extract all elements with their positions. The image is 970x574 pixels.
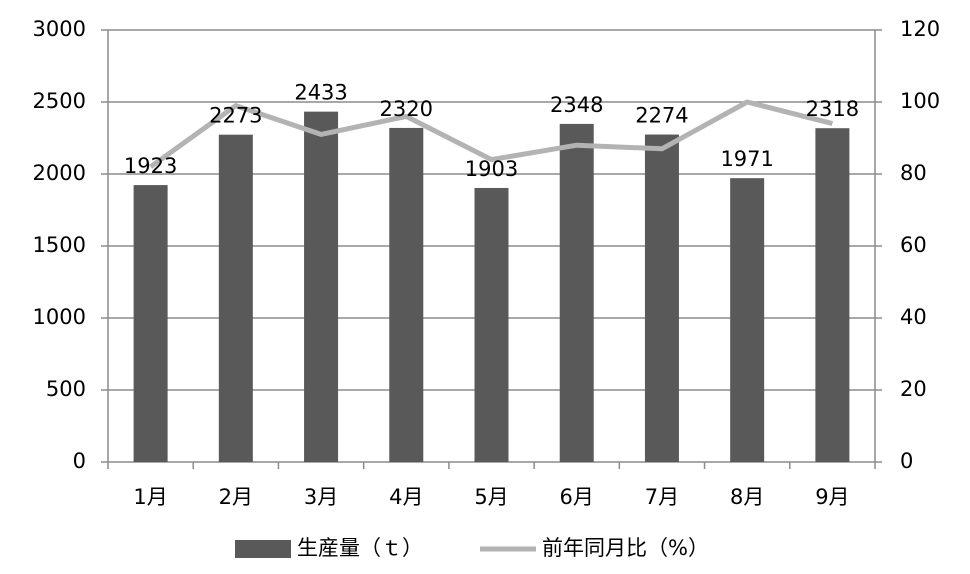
legend-label: 生産量（ｔ）: [297, 536, 423, 560]
line: [149, 99, 834, 169]
data-label: 2274: [635, 104, 688, 128]
x-tick-label: 6月: [560, 485, 594, 509]
x-tick-label: 2月: [219, 485, 253, 509]
x-tick-label: 1月: [133, 485, 167, 509]
bar: [474, 187, 509, 462]
data-label: 2318: [806, 97, 859, 121]
y-tick-label: 1000: [33, 305, 86, 329]
data-label: 1971: [720, 147, 773, 171]
data-label: 2320: [380, 97, 433, 121]
y2-tick-label: 100: [900, 89, 940, 113]
data-label: 1923: [124, 154, 177, 178]
data-label: 1903: [465, 157, 518, 181]
x-tick-label: 7月: [645, 485, 679, 509]
y2-tick-label: 60: [900, 233, 927, 257]
y-tick-label: 0: [73, 449, 86, 473]
y2-tick-label: 120: [900, 17, 940, 41]
y-tick-label: 500: [46, 377, 86, 401]
bar: [559, 123, 594, 462]
bar: [815, 128, 850, 462]
bar: [644, 134, 679, 462]
y-tick-label: 2500: [33, 89, 86, 113]
x-tick-label: 9月: [815, 485, 849, 509]
legend-label: 前年同月比（%）: [542, 536, 709, 560]
x-tick-label: 3月: [304, 485, 338, 509]
data-label: 2433: [294, 81, 347, 105]
y-tick-label: 1500: [33, 233, 86, 257]
bar: [133, 185, 168, 462]
y2-tick-label: 0: [900, 449, 913, 473]
y2-tick-label: 40: [900, 305, 927, 329]
y-tick-label: 3000: [33, 17, 86, 41]
y2-tick-label: 20: [900, 377, 927, 401]
data-label: 2348: [550, 93, 603, 117]
y2-tick-label: 80: [900, 161, 927, 185]
legend-swatch: [235, 540, 291, 558]
bar: [218, 134, 253, 463]
x-tick-label: 4月: [389, 485, 423, 509]
bar: [389, 127, 424, 463]
x-tick-label: 8月: [730, 485, 764, 509]
data-label: 2273: [209, 104, 262, 128]
y-tick-label: 2000: [33, 161, 86, 185]
bar: [304, 111, 339, 462]
bar: [730, 178, 765, 462]
x-tick-label: 5月: [474, 485, 508, 509]
